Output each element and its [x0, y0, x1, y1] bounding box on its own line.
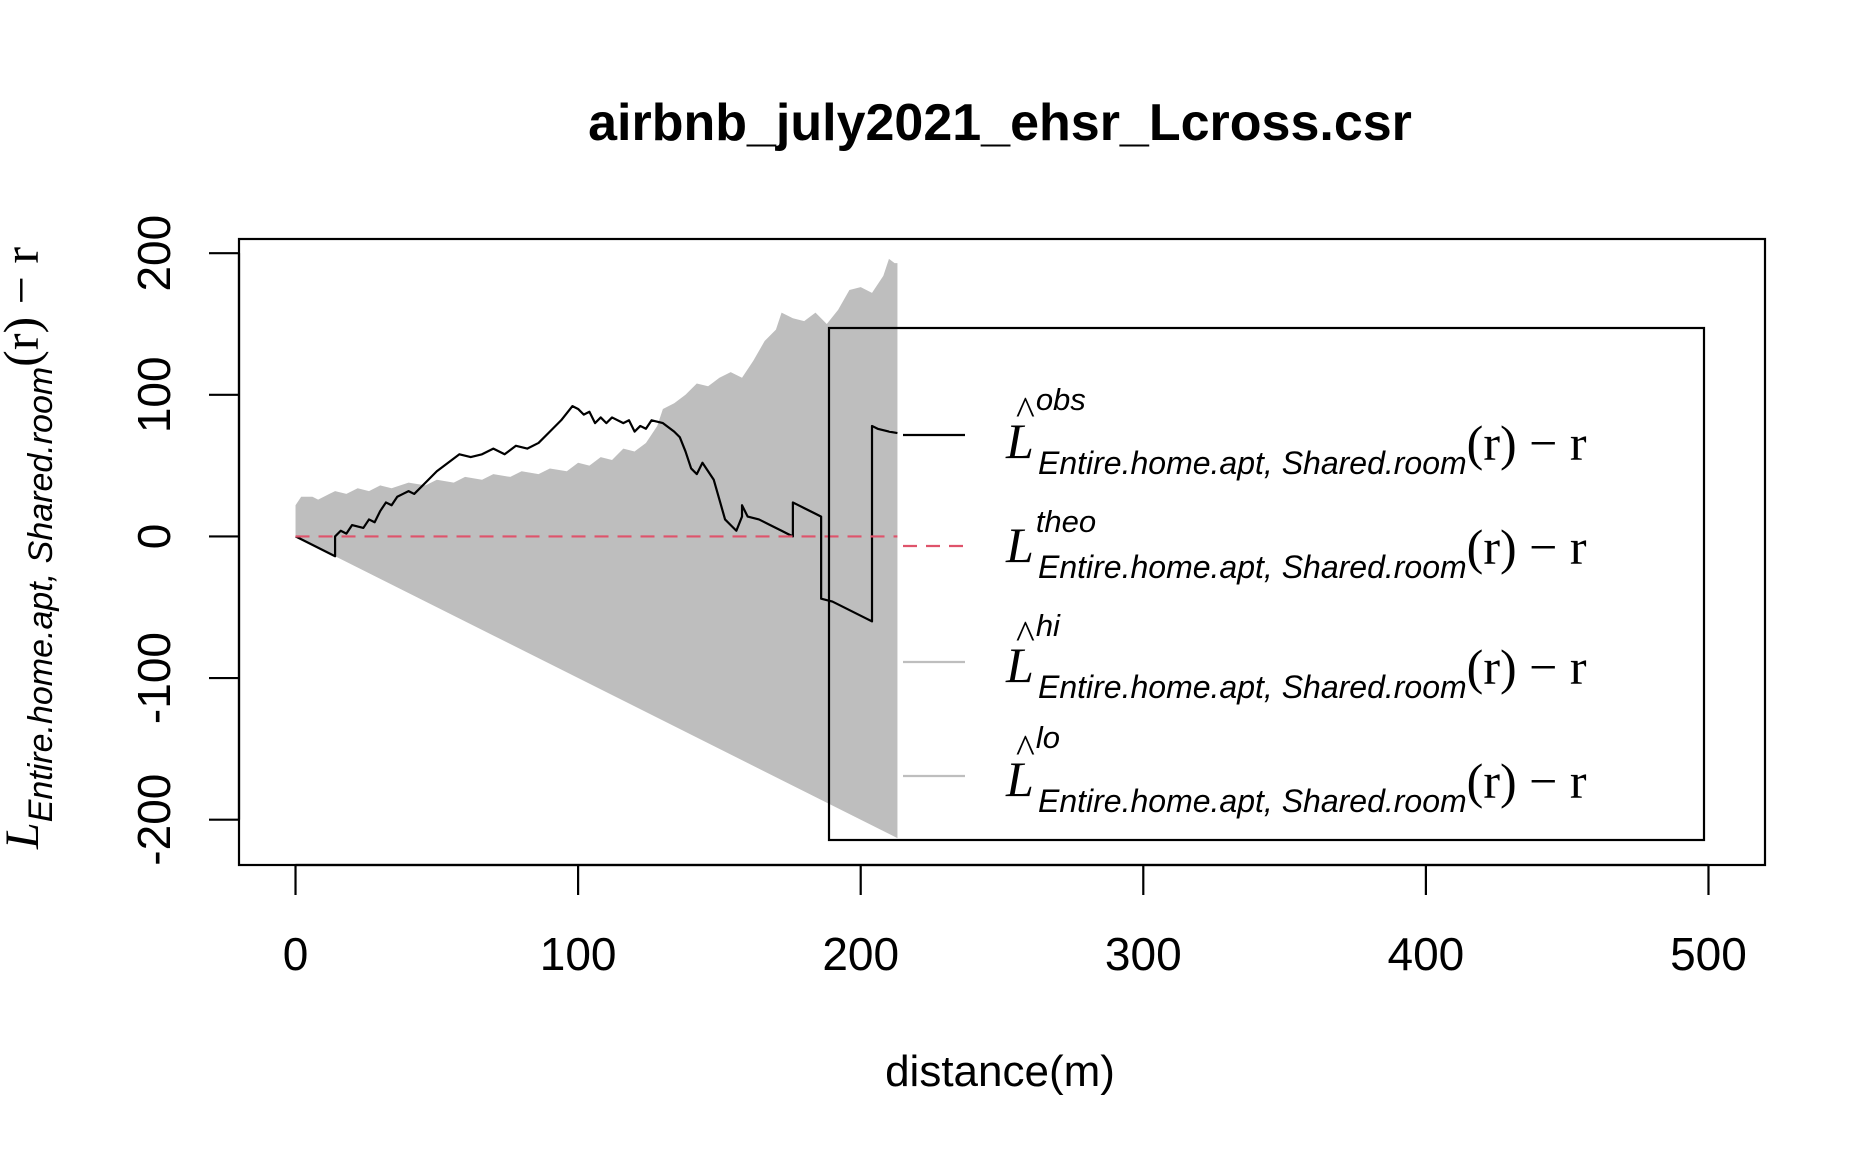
svg-text:Lhi: Lhi — [1005, 608, 1061, 693]
legend-suffix: (r) − r — [1467, 639, 1587, 695]
y-tick-label: 100 — [128, 356, 180, 433]
y-tick-label: -100 — [128, 632, 180, 724]
svg-text:Llo: Llo — [1005, 720, 1060, 807]
envelope-band — [295, 258, 898, 839]
series-line-obs — [295, 405, 898, 623]
legend-superscript: hi — [1036, 608, 1061, 643]
legend-symbol: L — [1005, 517, 1034, 573]
svg-text:Entire.home.apt, Shared.room(r: Entire.home.apt, Shared.room(r) − r — [1038, 415, 1587, 481]
legend-symbol: L — [1005, 751, 1034, 807]
x-tick-label: 200 — [822, 928, 899, 980]
legend-hat: ^ — [1016, 612, 1035, 657]
y-label-symbol: L — [0, 822, 49, 850]
svg-text:LEntire.home.apt, Shared.room(: LEntire.home.apt, Shared.room(r) − r — [0, 247, 60, 850]
x-tick-label: 100 — [540, 928, 617, 980]
legend-symbol: L — [1005, 637, 1034, 693]
legend-hat: ^ — [1016, 726, 1035, 771]
legend-suffix: (r) − r — [1467, 519, 1587, 575]
y-axis-label: LEntire.home.apt, Shared.room(r) − r — [0, 247, 60, 850]
legend-hat: ^ — [1016, 388, 1035, 433]
legend-item-hi: ^ Lhi Entire.home.apt, Shared.room(r) − … — [1005, 608, 1587, 705]
legend-subscript: Entire.home.apt, Shared.room — [1038, 783, 1467, 819]
legend-superscript: theo — [1036, 504, 1096, 539]
y-tick-label: -200 — [128, 774, 180, 866]
x-axis: 0 100 200 300 400 500 — [283, 863, 1747, 980]
y-tick-label: 200 — [128, 215, 180, 292]
legend-item-theo: Ltheo Entire.home.apt, Shared.room(r) − … — [1005, 504, 1587, 585]
x-tick-label: 300 — [1105, 928, 1182, 980]
x-tick-label: 500 — [1670, 928, 1747, 980]
legend-swatches — [903, 433, 965, 778]
legend-box — [827, 326, 1706, 842]
legend-suffix: (r) − r — [1467, 753, 1587, 809]
x-tick-label: 400 — [1388, 928, 1465, 980]
x-axis-label: distance(m) — [885, 1047, 1115, 1096]
series-layer — [295, 405, 898, 623]
legend-subscript: Entire.home.apt, Shared.room — [1038, 549, 1467, 585]
x-tick-label: 0 — [283, 928, 309, 980]
y-axis: -200 -100 0 100 200 — [128, 215, 241, 866]
svg-text:Entire.home.apt, Shared.room(r: Entire.home.apt, Shared.room(r) − r — [1038, 519, 1587, 585]
legend-item-obs: ^ Lobs Entire.home.apt, Shared.room(r) −… — [1005, 382, 1587, 481]
legend-superscript: obs — [1036, 382, 1086, 417]
envelope-layer — [295, 258, 898, 839]
svg-text:Ltheo: Ltheo — [1005, 504, 1096, 573]
y-label-subscript: Entire.home.apt, Shared.room — [22, 367, 60, 822]
y-label-suffix: (r) − r — [0, 247, 49, 367]
svg-text:Entire.home.apt, Shared.room(r: Entire.home.apt, Shared.room(r) − r — [1038, 753, 1587, 819]
y-tick-label: 0 — [128, 524, 180, 550]
legend-subscript: Entire.home.apt, Shared.room — [1038, 445, 1467, 481]
legend-subscript: Entire.home.apt, Shared.room — [1038, 669, 1467, 705]
legend-symbol: L — [1005, 413, 1034, 469]
legend: ^ Lobs Entire.home.apt, Shared.room(r) −… — [827, 326, 1706, 842]
chart-title: airbnb_july2021_ehsr_Lcross.csr — [588, 94, 1412, 152]
svg-text:Lobs: Lobs — [1005, 382, 1086, 469]
legend-suffix: (r) − r — [1467, 415, 1587, 471]
legend-item-lo: ^ Llo Entire.home.apt, Shared.room(r) − … — [1005, 720, 1587, 819]
legend-superscript: lo — [1036, 720, 1060, 755]
svg-text:Entire.home.apt, Shared.room(r: Entire.home.apt, Shared.room(r) − r — [1038, 639, 1587, 705]
